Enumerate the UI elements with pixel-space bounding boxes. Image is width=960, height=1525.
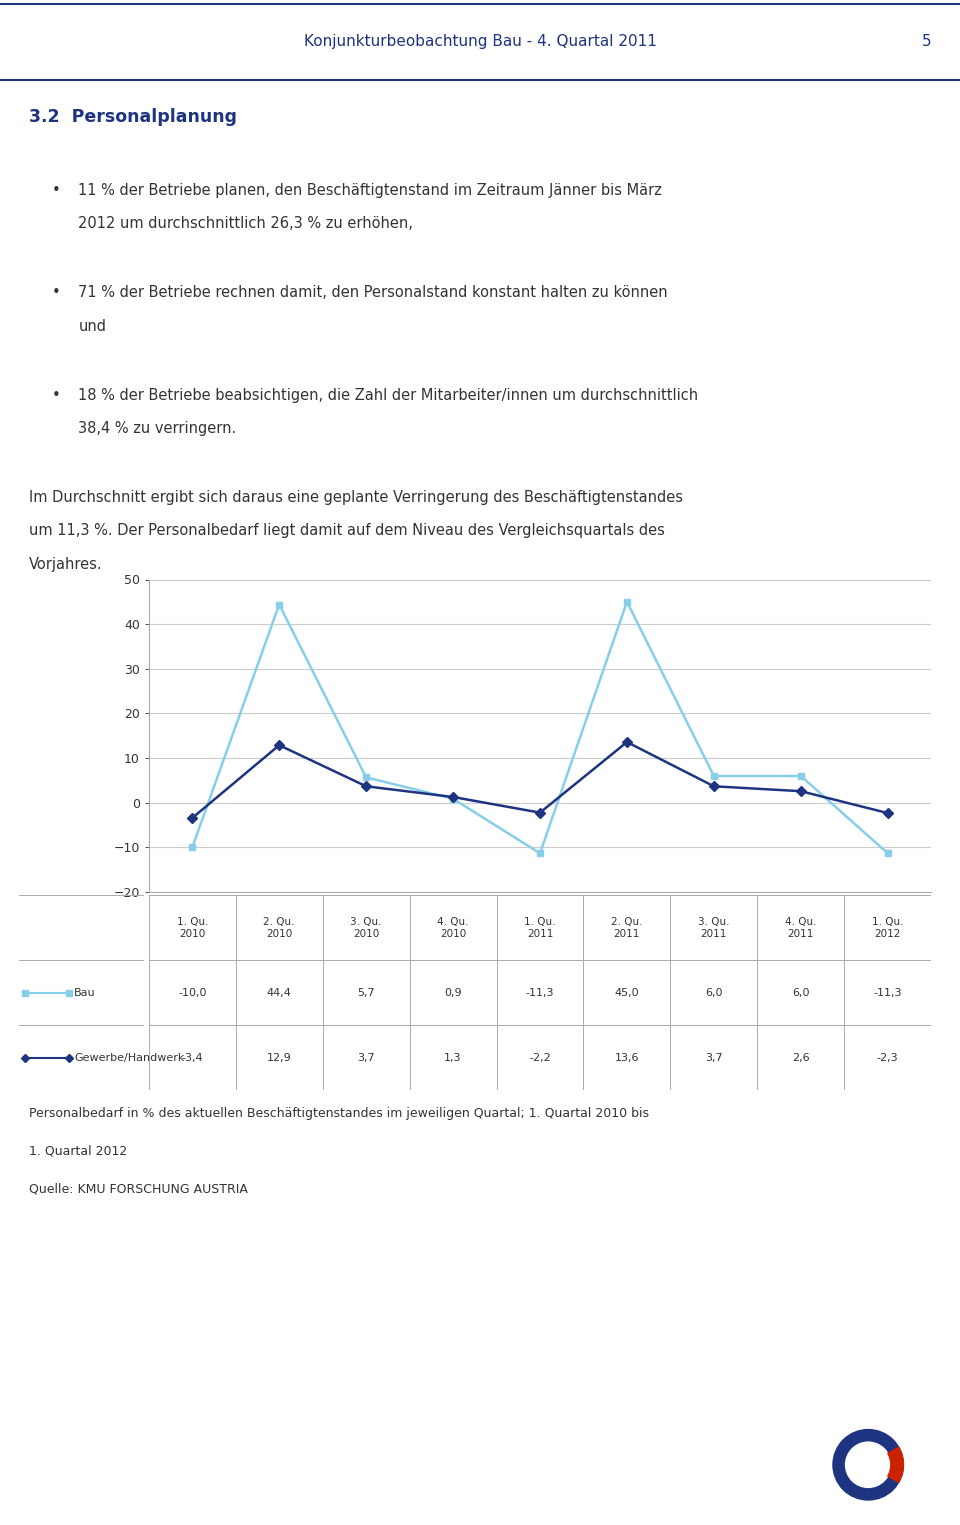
Text: •: • <box>52 183 60 198</box>
Text: 38,4 % zu verringern.: 38,4 % zu verringern. <box>79 421 237 436</box>
Text: 3. Qu.
2010: 3. Qu. 2010 <box>350 917 382 938</box>
Text: 1. Qu.
2011: 1. Qu. 2011 <box>524 917 556 938</box>
Text: 1,3: 1,3 <box>444 1052 462 1063</box>
Text: 3.2  Personalplanung: 3.2 Personalplanung <box>29 108 237 127</box>
Text: 4. Qu.
2011: 4. Qu. 2011 <box>785 917 817 938</box>
Text: -10,0: -10,0 <box>178 988 206 997</box>
Text: 5: 5 <box>922 35 931 49</box>
Text: 1. Qu.
2010: 1. Qu. 2010 <box>177 917 208 938</box>
Text: 3,7: 3,7 <box>357 1052 375 1063</box>
Text: 1. Qu.
2012: 1. Qu. 2012 <box>872 917 903 938</box>
Text: 0,9: 0,9 <box>444 988 462 997</box>
Text: um 11,3 %. Der Personalbedarf liegt damit auf dem Niveau des Vergleichsquartals : um 11,3 %. Der Personalbedarf liegt dami… <box>29 523 664 538</box>
Text: 3,7: 3,7 <box>705 1052 723 1063</box>
Text: und: und <box>79 319 107 334</box>
Text: -11,3: -11,3 <box>526 988 554 997</box>
Text: 71 % der Betriebe rechnen damit, den Personalstand konstant halten zu können: 71 % der Betriebe rechnen damit, den Per… <box>79 285 668 300</box>
Text: 5,7: 5,7 <box>357 988 375 997</box>
Text: 2. Qu.
2011: 2. Qu. 2011 <box>612 917 642 938</box>
Text: 2012 um durchschnittlich 26,3 % zu erhöhen,: 2012 um durchschnittlich 26,3 % zu erhöh… <box>79 217 414 232</box>
Text: 45,0: 45,0 <box>614 988 639 997</box>
Text: 3. Qu.
2011: 3. Qu. 2011 <box>698 917 730 938</box>
Wedge shape <box>888 1447 903 1482</box>
Text: 4. Qu.
2010: 4. Qu. 2010 <box>438 917 468 938</box>
Text: •: • <box>52 285 60 300</box>
Text: •: • <box>52 387 60 403</box>
Text: -2,2: -2,2 <box>529 1052 551 1063</box>
Text: 44,4: 44,4 <box>267 988 292 997</box>
Circle shape <box>833 1429 903 1501</box>
Text: Vorjahres.: Vorjahres. <box>29 557 103 572</box>
Text: -11,3: -11,3 <box>874 988 902 997</box>
Text: 12,9: 12,9 <box>267 1052 292 1063</box>
Text: 18 % der Betriebe beabsichtigen, die Zahl der Mitarbeiter/innen um durchschnittl: 18 % der Betriebe beabsichtigen, die Zah… <box>79 387 699 403</box>
Text: 2,6: 2,6 <box>792 1052 809 1063</box>
Text: 2. Qu.
2010: 2. Qu. 2010 <box>263 917 295 938</box>
Text: Konjunkturbeobachtung Bau - 4. Quartal 2011: Konjunkturbeobachtung Bau - 4. Quartal 2… <box>303 35 657 49</box>
Text: Quelle: KMU FORSCHUNG AUSTRIA: Quelle: KMU FORSCHUNG AUSTRIA <box>29 1182 248 1196</box>
Text: -3,4: -3,4 <box>181 1052 204 1063</box>
Text: 13,6: 13,6 <box>614 1052 639 1063</box>
Text: Bau: Bau <box>74 988 96 997</box>
Text: Gewerbe/Handwerk: Gewerbe/Handwerk <box>74 1052 184 1063</box>
Text: -2,3: -2,3 <box>876 1052 899 1063</box>
Text: Personalbedarf in % des aktuellen Beschäftigtenstandes im jeweiligen Quartal; 1.: Personalbedarf in % des aktuellen Beschä… <box>29 1107 649 1119</box>
Text: 11 % der Betriebe planen, den Beschäftigtenstand im Zeitraum Jänner bis März: 11 % der Betriebe planen, den Beschäftig… <box>79 183 662 198</box>
Text: 6,0: 6,0 <box>705 988 723 997</box>
Text: 6,0: 6,0 <box>792 988 809 997</box>
Text: 1. Quartal 2012: 1. Quartal 2012 <box>29 1144 127 1157</box>
Text: Im Durchschnitt ergibt sich daraus eine geplante Verringerung des Beschäftigtens: Im Durchschnitt ergibt sich daraus eine … <box>29 490 683 505</box>
Circle shape <box>846 1443 891 1487</box>
